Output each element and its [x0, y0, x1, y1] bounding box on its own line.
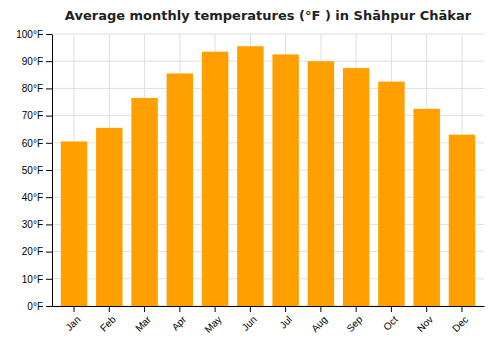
- y-tick-label: 70°F: [22, 110, 43, 121]
- x-tick-label: May: [202, 314, 223, 335]
- bar: [378, 82, 404, 306]
- grid-line: [52, 88, 484, 89]
- x-tick: Nov: [415, 306, 435, 334]
- y-tick: 70°F: [22, 110, 52, 121]
- tick-mark: [461, 306, 462, 312]
- tick-mark: [46, 88, 52, 89]
- x-tick: Dec: [450, 306, 470, 334]
- x-tick: May: [202, 306, 223, 335]
- y-tick-label: 10°F: [22, 274, 43, 285]
- chart-svg: Jan Feb Mar Apr May Jun Jul Aug Sep Oct Nov Dec 0°F 1…: [0, 0, 500, 350]
- tick-mark: [391, 306, 392, 312]
- x-tick-label: Jan: [63, 314, 82, 333]
- x-tick-label: Jun: [240, 314, 259, 333]
- x-tick: Sep: [344, 306, 365, 334]
- tick-mark: [74, 306, 75, 312]
- y-tick-label: 30°F: [22, 219, 43, 230]
- tick-mark: [46, 116, 52, 117]
- y-tick-label: 0°F: [27, 301, 43, 312]
- y-axis: 0°F 10°F 20°F 30°F 40°F 50°F 60°F 70°F 80°F 90°F 1…: [16, 29, 52, 312]
- tick-mark: [215, 306, 216, 312]
- tick-mark: [46, 306, 52, 307]
- tick-mark: [46, 34, 52, 35]
- grid: [52, 34, 484, 306]
- tick-mark: [46, 143, 52, 144]
- x-tick: Jan: [63, 306, 82, 333]
- y-tick: 20°F: [22, 246, 52, 257]
- bar: [449, 135, 475, 306]
- x-tick: Oct: [381, 306, 400, 333]
- y-tick: 30°F: [22, 219, 52, 230]
- x-tick: Jul: [277, 306, 294, 331]
- x-tick-label: Dec: [450, 314, 470, 334]
- x-tick-label: Oct: [381, 314, 400, 333]
- bars: [61, 46, 475, 306]
- tick-mark: [46, 197, 52, 198]
- tick-mark: [46, 61, 52, 62]
- plot: Jan Feb Mar Apr May Jun Jul Aug Sep Oct Nov Dec 0°F 1…: [16, 29, 484, 335]
- y-tick: 90°F: [22, 56, 52, 67]
- bar: [202, 52, 228, 306]
- y-tick-label: 100°F: [16, 29, 43, 40]
- bar: [167, 73, 193, 306]
- y-tick: 0°F: [27, 301, 52, 312]
- grid-line: [52, 34, 484, 35]
- axis-line: [53, 306, 485, 307]
- bar: [413, 109, 439, 306]
- tick-mark: [109, 306, 110, 312]
- y-tick-label: 60°F: [22, 138, 43, 149]
- x-tick: Feb: [98, 306, 118, 334]
- y-tick: 40°F: [22, 192, 52, 203]
- bar: [237, 46, 263, 306]
- x-tick-label: Apr: [170, 313, 189, 332]
- tick-mark: [356, 306, 357, 312]
- x-tick-label: Sep: [344, 313, 365, 334]
- grid-line: [52, 61, 484, 62]
- x-tick: Mar: [133, 306, 153, 334]
- x-tick-label: Nov: [415, 314, 435, 334]
- x-tick: Aug: [309, 306, 329, 334]
- y-tick: 60°F: [22, 138, 52, 149]
- tick-mark: [250, 306, 251, 312]
- y-tick: 80°F: [22, 83, 52, 94]
- chart-container: Jan Feb Mar Apr May Jun Jul Aug Sep Oct Nov Dec 0°F 1…: [0, 0, 500, 350]
- x-tick-label: Jul: [277, 314, 294, 331]
- bar: [96, 128, 122, 306]
- tick-mark: [46, 170, 52, 171]
- x-tick-label: Feb: [98, 313, 118, 333]
- x-tick: Apr: [170, 306, 189, 333]
- y-tick: 100°F: [16, 29, 52, 40]
- bar: [308, 61, 334, 306]
- tick-mark: [46, 224, 52, 225]
- x-tick-label: Aug: [309, 314, 329, 334]
- y-tick-label: 40°F: [22, 192, 43, 203]
- tick-mark: [46, 252, 52, 253]
- tick-mark: [320, 306, 321, 312]
- title: Average monthly temperatures (°F ) in Sh…: [65, 8, 472, 23]
- axis-line: [52, 35, 53, 307]
- bar: [61, 141, 87, 306]
- y-tick-label: 90°F: [22, 56, 43, 67]
- y-tick-label: 20°F: [22, 246, 43, 257]
- bar: [131, 98, 157, 306]
- bar: [272, 54, 298, 306]
- tick-mark: [426, 306, 427, 312]
- y-tick: 50°F: [22, 165, 52, 176]
- tick-mark: [285, 306, 286, 312]
- y-tick-label: 80°F: [22, 83, 43, 94]
- x-tick: Jun: [240, 306, 259, 333]
- bar: [343, 68, 369, 306]
- tick-mark: [144, 306, 145, 312]
- tick-mark: [179, 306, 180, 312]
- y-tick: 10°F: [22, 274, 52, 285]
- y-tick-label: 50°F: [22, 165, 43, 176]
- tick-mark: [46, 279, 52, 280]
- x-axis: Jan Feb Mar Apr May Jun Jul Aug Sep Oct Nov Dec: [53, 306, 485, 335]
- x-tick-label: Mar: [133, 313, 153, 333]
